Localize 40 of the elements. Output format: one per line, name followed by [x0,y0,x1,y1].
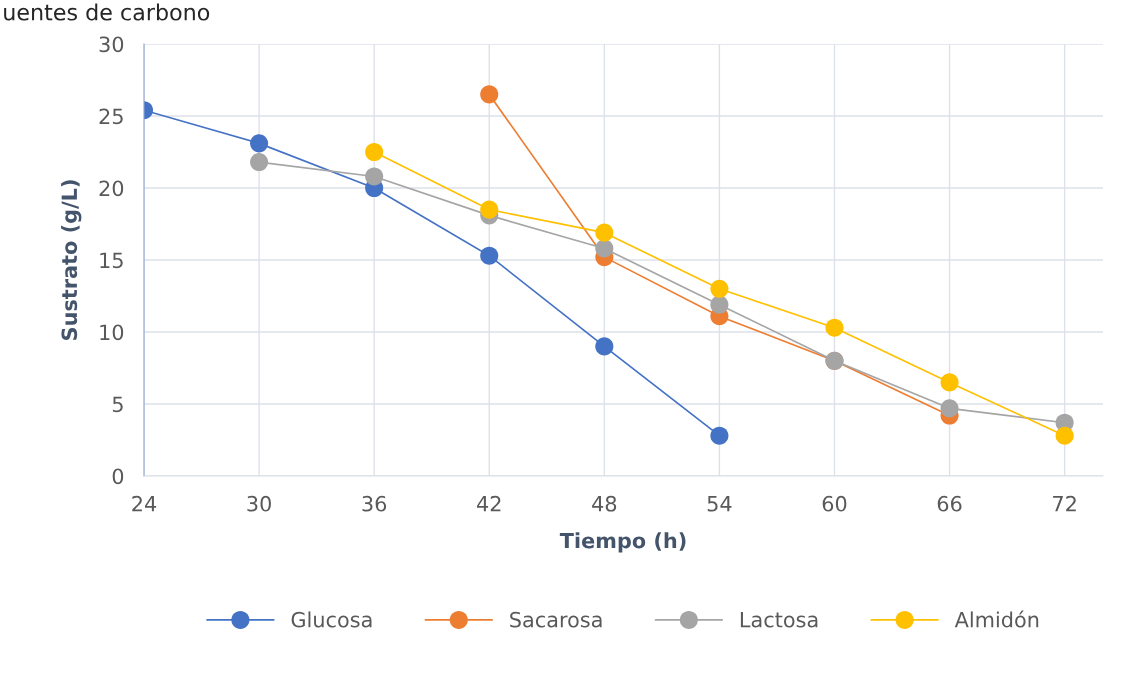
legend-label: Lactosa [740,612,818,628]
point [940,399,959,418]
point [595,337,614,356]
y-tick-label: 20 [99,180,124,197]
point [825,318,844,337]
point [710,295,729,314]
y-tick-label: 30 [99,36,124,53]
y-axis-title: Sustrato (g/L) [61,180,82,340]
point [940,373,959,392]
point [480,200,499,219]
point [1055,426,1074,445]
point [480,85,499,104]
point [250,134,269,153]
x-tick-label: 54 [707,496,732,512]
x-tick-label: 48 [592,495,617,512]
x-tick-label: 42 [477,495,501,512]
x-tick-label: 36 [362,495,387,512]
point [365,142,384,162]
point [595,239,614,258]
point [480,246,499,265]
x-tick-label: 30 [247,495,271,512]
y-tick-label: 5 [112,396,123,413]
point [710,279,729,298]
y-tick-label: 10 [100,324,124,341]
x-tick-label: 24 [132,495,157,512]
point [365,167,384,186]
point [595,223,614,242]
point [250,153,269,172]
x-tick-label: 60 [822,495,847,512]
legend-label: Sacarosa [510,611,602,628]
y-tick-label: 25 [99,108,123,125]
legend-label: Glucosa [291,611,372,628]
x-tick-label: 72 [1053,495,1076,512]
x-axis-title: Tiempo (h) [559,532,686,553]
y-tick-label: 15 [100,252,123,269]
x-tick-label: 66 [937,495,962,512]
point [710,426,729,445]
y-tick-label: 0 [112,468,124,485]
legend-label: Almidón [954,610,1039,628]
chart-title: uentes de carbono [4,3,210,21]
